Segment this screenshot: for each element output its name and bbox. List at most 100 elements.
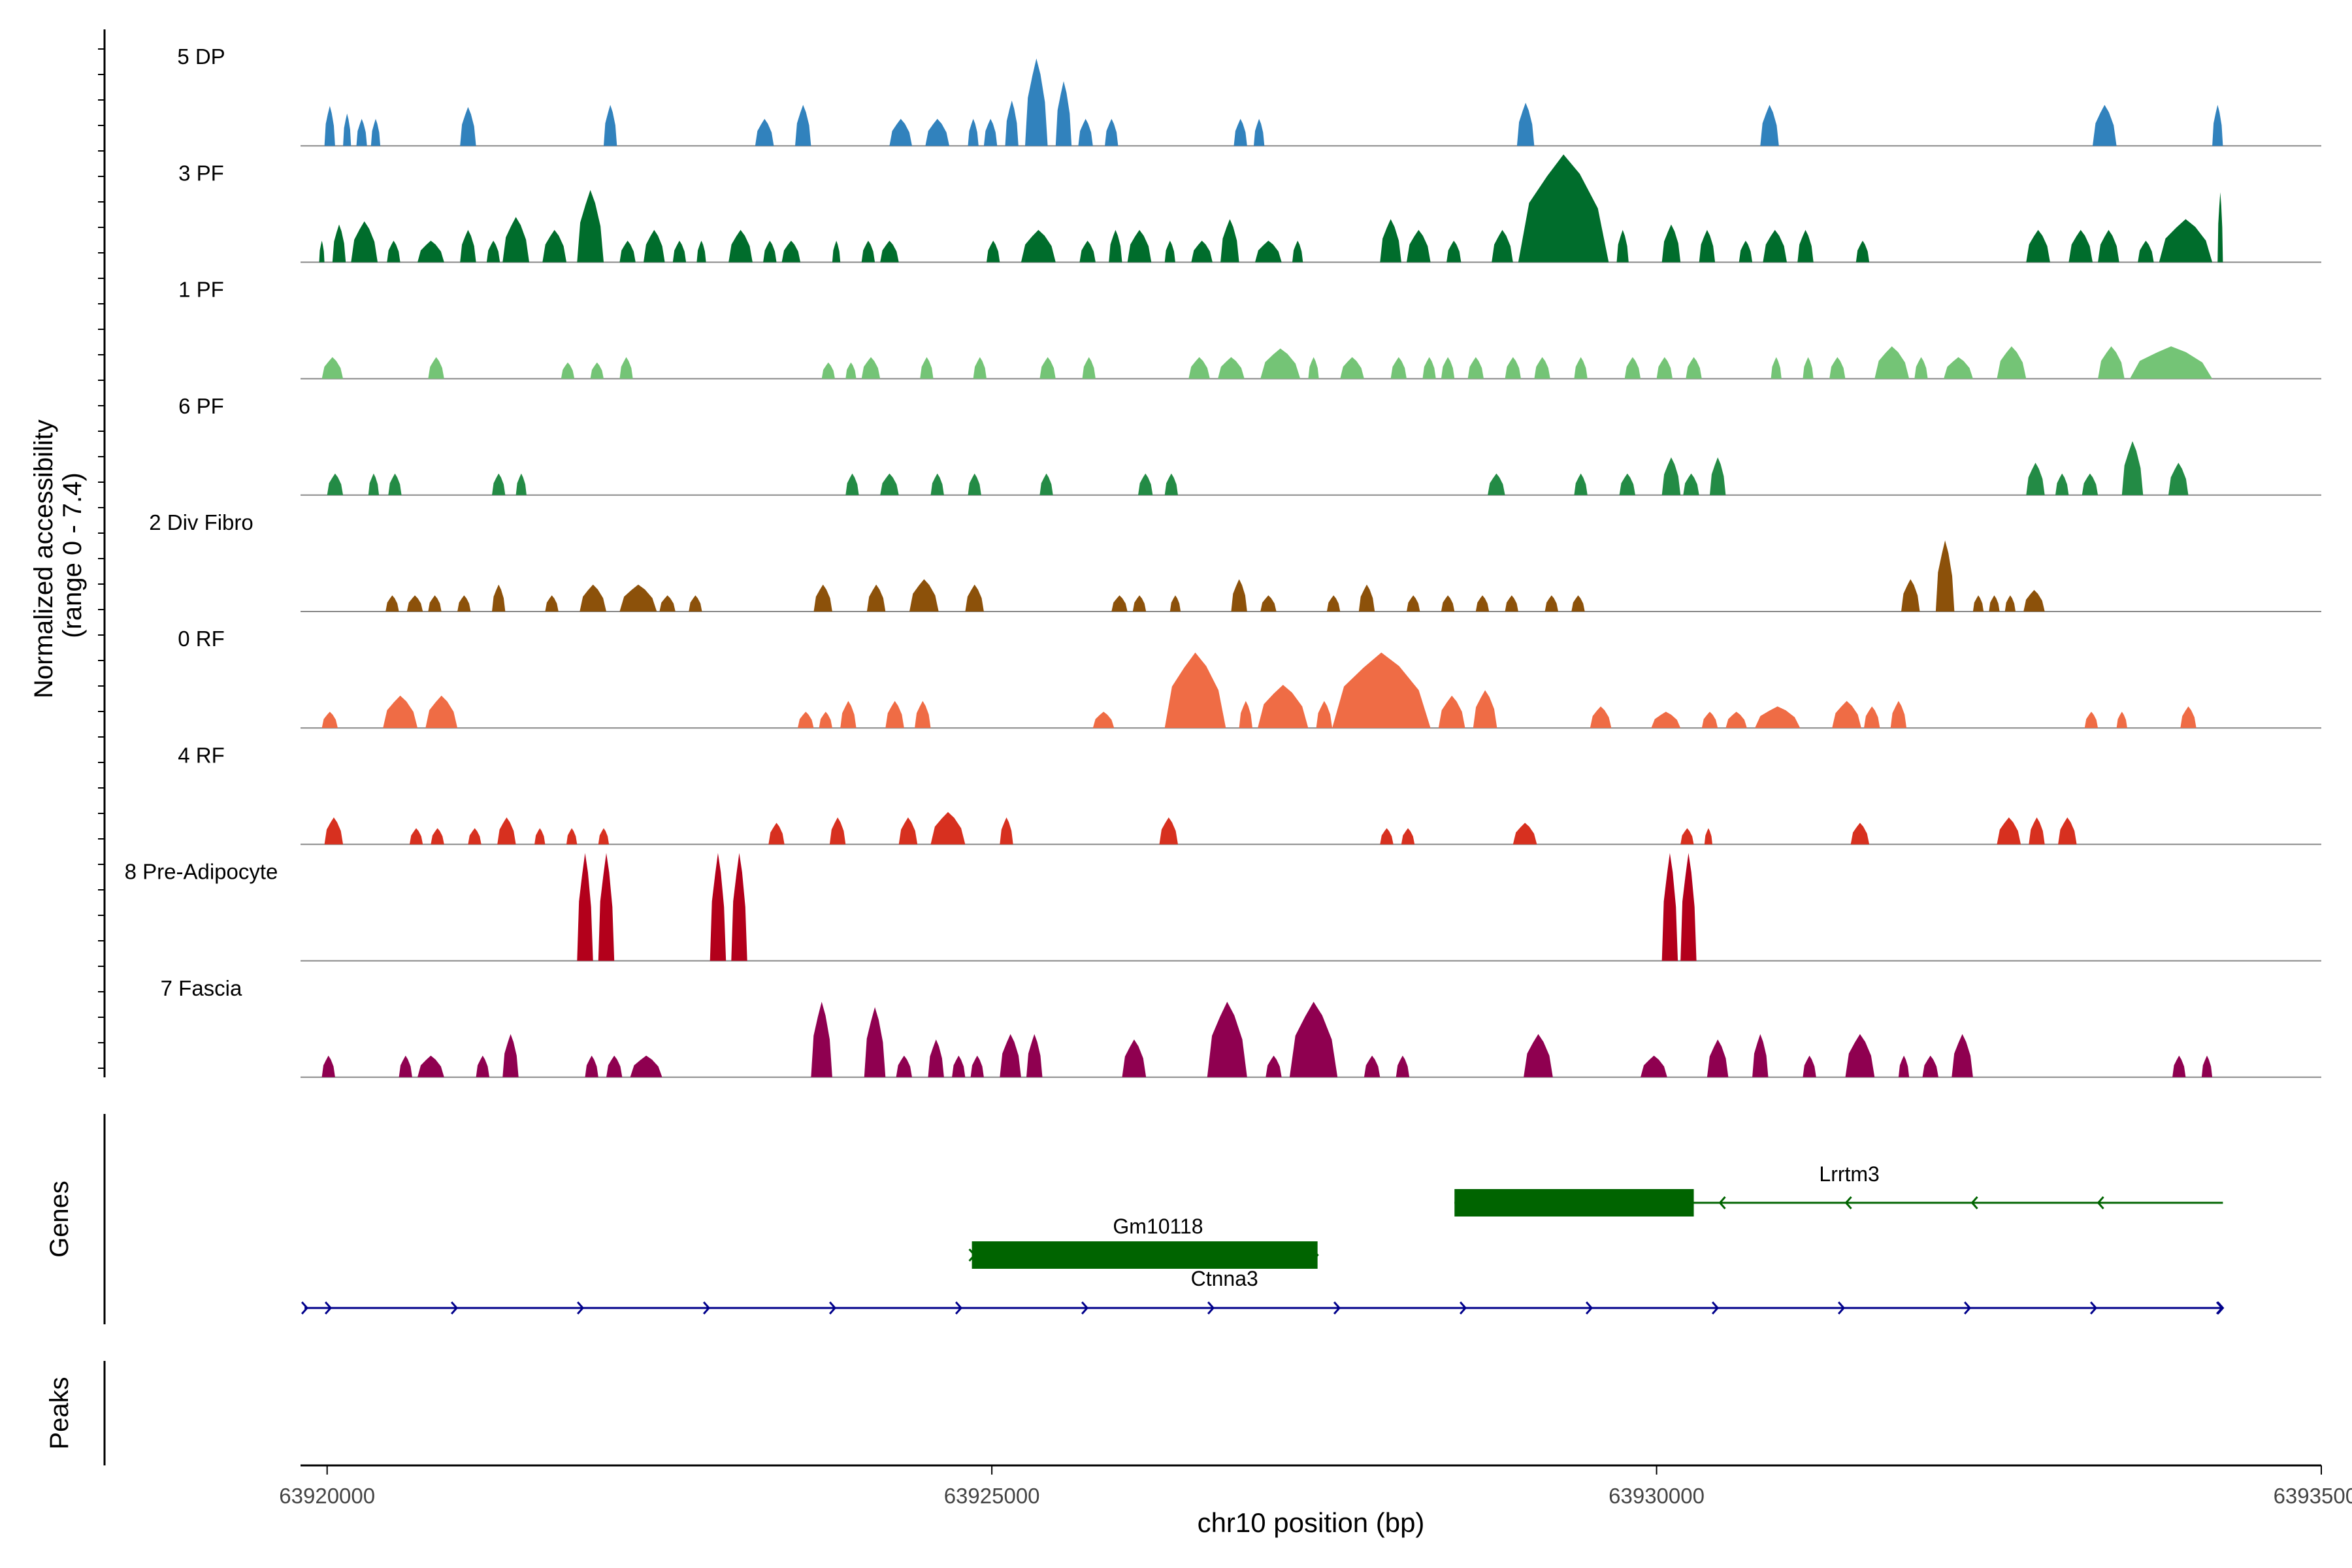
coverage-peak [1771,357,1782,379]
coverage-peak [1710,457,1726,495]
track-4: 2 Div Fibro [149,510,2321,612]
coverage-peak [2004,595,2016,612]
coverage-peak [896,1055,912,1077]
coverage-peak [1656,357,1673,379]
coverage-peak [763,240,777,263]
coverage-peak [1952,1034,1973,1077]
x-tick-label: 63920000 [279,1484,375,1508]
strand-arrow [1333,1301,1341,1315]
coverage-peak [1026,1034,1043,1077]
coverage-peak [321,357,344,379]
coverage-peak [710,853,727,961]
coverage-peak [1380,219,1401,263]
coverage-peak [1516,103,1535,146]
track-label: 5 DP [177,44,225,69]
coverage-peak [1707,1039,1729,1077]
coverage-peak [1169,595,1181,612]
coverage-peak [845,362,857,379]
coverage-peak [1441,357,1455,379]
coverage-peak [457,595,471,612]
coverage-peak [930,473,944,495]
strand-arrow [1837,1301,1846,1315]
coverage-peak [1332,652,1431,728]
track-8: 7 Fascia [161,976,2321,1078]
genes-track-title: Genes [45,1181,74,1258]
coverage-peak [1220,219,1239,263]
coverage-peak [492,584,506,612]
coverage-peak [370,118,381,146]
coverage-y-axis-title: Normalized accessibility (range 0 - 7.4) [29,412,87,698]
coverage-peak [1105,118,1119,146]
coverage-peak [619,240,636,263]
coverage-peak [1254,118,1265,146]
coverage-peak [952,1055,966,1077]
coverage-peak [2212,105,2223,146]
coverage-peak [1683,473,1699,495]
coverage-peak [1132,595,1147,612]
coverage-peak [845,473,859,495]
coverage-peak [1571,595,1585,612]
coverage-peak [2082,473,2099,495]
coverage-peak [606,1055,623,1077]
coverage-peak [1661,853,1678,961]
track-3: 6 PF [178,394,2321,496]
coverage-peak [598,828,610,845]
coverage-peak [1316,700,1333,728]
coverage-peak [1239,700,1252,728]
coverage-peak [1803,1055,1816,1077]
coverage-peak [1590,706,1612,728]
coverage-peak [1164,473,1178,495]
strand-arrow [1711,1301,1720,1315]
coverage-peak [1039,357,1056,379]
coverage-peak [1233,118,1247,146]
coverage-peak [431,828,444,845]
coverage-peak [385,595,399,612]
coverage-peak [1901,579,1920,612]
track-label: 8 Pre-Adipocyte [125,860,278,884]
coverage-peak [1340,357,1364,379]
coverage-peak [1164,652,1226,728]
coverage-peak [2138,240,2154,263]
coverage-peak [2130,346,2213,379]
coverage-peak [1574,473,1588,495]
coverage-peak [1619,473,1635,495]
coverage-peak [1534,357,1550,379]
coverage-peak [2116,711,2127,728]
coverage-peak [813,584,832,612]
coverage-peak [2159,219,2213,263]
coverage-peak [819,711,832,728]
coverage-peak [502,217,529,263]
track-5: 0 RF [178,627,2321,729]
coverage-peak [2058,817,2077,845]
coverage-peak [1055,81,1072,146]
strand-arrow [1207,1301,1215,1315]
coverage-peak [1396,1055,1410,1077]
coverage-peak [1855,240,1870,263]
coverage-peak [590,362,604,379]
coverage-peak [861,240,875,263]
strand-arrow [1081,1301,1089,1315]
strand-arrow [702,1301,711,1315]
coverage-peak [417,240,444,263]
coverage-peak [731,853,747,961]
coverage-peak [321,1055,335,1077]
gene-label: Ctnna3 [1191,1267,1258,1290]
coverage-peak [1308,357,1319,379]
coverage-peak [1266,1055,1282,1077]
strand-arrow [1844,1196,1852,1209]
coverage-peak [1260,348,1301,379]
coverage-peak [324,106,335,146]
coverage-peak [1111,595,1128,612]
coverage-peak [898,817,918,845]
coverage-peak [970,1055,984,1077]
coverage-peak [1898,1055,1910,1077]
coverage-peak [2093,105,2117,146]
coverage-peak [1422,357,1436,379]
coverage-peak [486,240,500,263]
coverage-peak [1505,357,1521,379]
coverage-peak [755,118,774,146]
axes: 63920000 63925000 63930000 63935000 [98,29,2352,1508]
coverage-peak [515,473,527,495]
coverage-peak [1680,828,1694,845]
